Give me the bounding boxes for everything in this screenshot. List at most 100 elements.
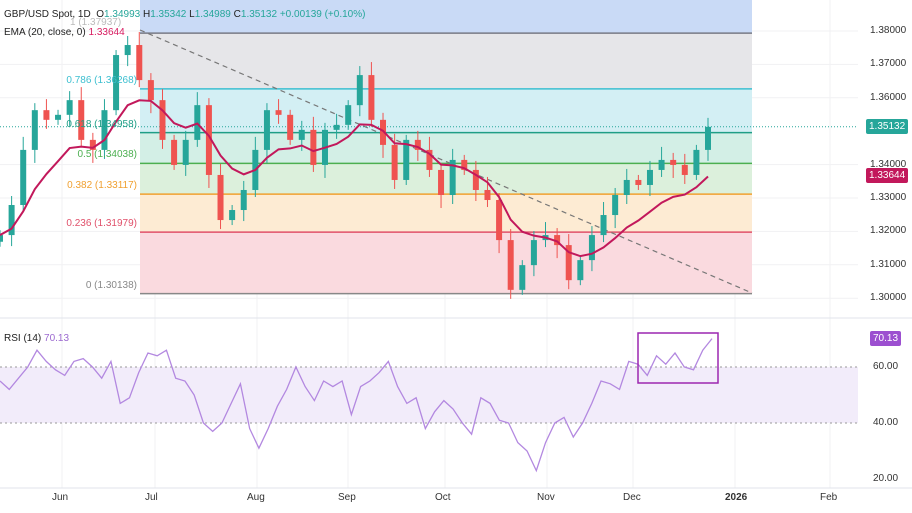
time-axis-label: Jul	[145, 492, 158, 503]
candle-body	[0, 235, 3, 242]
candle-body	[681, 164, 688, 175]
ema-price-tag: 1.33644	[866, 168, 909, 184]
time-axis-label: Dec	[623, 492, 641, 503]
low-value: 1.34989	[194, 9, 231, 20]
price-axis-label: 1.33000	[870, 192, 907, 203]
candle-body	[345, 105, 352, 125]
candle-body	[658, 159, 665, 170]
candle-body	[159, 100, 166, 140]
high-value: 1.35342	[150, 9, 187, 20]
price-axis-label: 1.32000	[870, 225, 907, 237]
fib-band-1	[140, 33, 752, 89]
candle-body	[705, 126, 711, 150]
time-axis-label: Nov	[537, 492, 555, 503]
candle-body	[20, 149, 27, 206]
candle-body	[136, 45, 143, 81]
candle-body	[66, 100, 73, 115]
candle-body	[530, 240, 537, 266]
fib-level-label: 0 (1.30138)	[85, 279, 137, 291]
candle-body	[438, 169, 445, 195]
candle-body	[182, 139, 189, 165]
fib-level-label: 0.786 (1.36268)	[66, 74, 137, 86]
candle-body	[426, 149, 433, 170]
candle-body	[635, 179, 642, 185]
fib-level-label: 0.618 (1.34958)	[66, 118, 137, 130]
fib-band-0.618	[140, 132, 752, 164]
candle-body	[554, 235, 561, 246]
candle-body	[403, 139, 410, 180]
candle-body	[449, 159, 456, 195]
rsi-line	[0, 338, 713, 473]
price-axis-label: 1.36000	[870, 91, 907, 103]
candle-body	[275, 110, 282, 115]
candle-body	[55, 114, 62, 120]
price-axis-label: 1.37000	[870, 58, 907, 70]
candle-body	[577, 260, 584, 281]
fib-level-label: 0.382 (1.33117)	[67, 180, 137, 192]
candle-body	[240, 189, 247, 211]
candle-body	[380, 119, 387, 145]
close-value: 1.35132	[240, 9, 278, 20]
candle-body	[31, 110, 38, 150]
candle-body	[205, 105, 212, 175]
candle-body	[612, 194, 619, 216]
price-axis-label: 1.31000	[870, 258, 907, 270]
candle-body	[147, 80, 154, 101]
time-axis-label: Aug	[247, 492, 265, 503]
symbol-name: GBP/USD Spot, 1D	[4, 9, 91, 20]
candle-body	[89, 139, 96, 150]
ema-line	[0, 99, 709, 258]
last-price-tag: 1.35132	[866, 118, 909, 134]
candle-body	[519, 265, 526, 290]
fib-level-label: 0.5 (1.34038)	[77, 149, 138, 161]
high-label: H	[142, 9, 151, 20]
rsi-axis-label: 40.00	[873, 417, 899, 428]
candle-body	[78, 100, 85, 140]
candle-body	[217, 174, 224, 221]
price-axis-label: 1.34000	[870, 158, 907, 170]
fib-level-label: 1 (1.37937)	[70, 17, 122, 29]
close-label: C	[233, 9, 241, 20]
candle-body	[472, 169, 479, 190]
candle-body	[298, 129, 305, 140]
fib-top-highlight	[140, 0, 752, 34]
candle-body	[333, 124, 340, 130]
candle-body	[507, 240, 514, 290]
fib-band-0.236	[140, 232, 752, 294]
time-axis-label: Feb	[820, 492, 838, 503]
candle-body	[484, 189, 491, 201]
rsi-band	[0, 367, 858, 423]
rsi-axis-label: 60.00	[873, 361, 899, 372]
price-axis-label: 1.38000	[870, 25, 907, 36]
candle-body	[43, 110, 50, 120]
candle-body	[229, 210, 236, 221]
ema-legend[interactable]: EMA (20, close, 0) 1.33644	[4, 27, 125, 38]
rsi-axis-label: 20.00	[873, 473, 899, 484]
rsi-value-tag: 70.13	[870, 330, 902, 346]
ema-label: EMA (20, close, 0)	[4, 27, 86, 38]
candle-body	[101, 110, 108, 150]
trend-line	[139, 29, 753, 294]
rsi-value: 70.13	[44, 333, 70, 344]
time-axis-label: Oct	[435, 492, 451, 503]
candle-body	[496, 200, 503, 241]
symbol-legend: GBP/USD Spot, 1D O1.34993 H1.35342 L1.34…	[4, 9, 365, 20]
candle-body	[414, 139, 421, 150]
candle-body	[461, 159, 468, 170]
open-label: O	[96, 9, 105, 20]
candle-body	[368, 75, 375, 120]
low-label: L	[189, 9, 195, 20]
ema-value: 1.33644	[88, 27, 125, 38]
candle-body	[263, 110, 270, 150]
candle-body	[287, 114, 294, 140]
candle-body	[588, 235, 595, 261]
candle-body	[113, 55, 120, 111]
candle-body	[693, 149, 700, 175]
rsi-legend[interactable]: RSI (14) 70.13	[4, 333, 69, 344]
candle-body	[391, 144, 398, 180]
rsi-label: RSI (14)	[4, 333, 42, 344]
change-value: +0.00139 (+0.10%)	[279, 9, 366, 20]
open-value: 1.34993	[104, 9, 141, 20]
candle-body	[565, 245, 572, 281]
